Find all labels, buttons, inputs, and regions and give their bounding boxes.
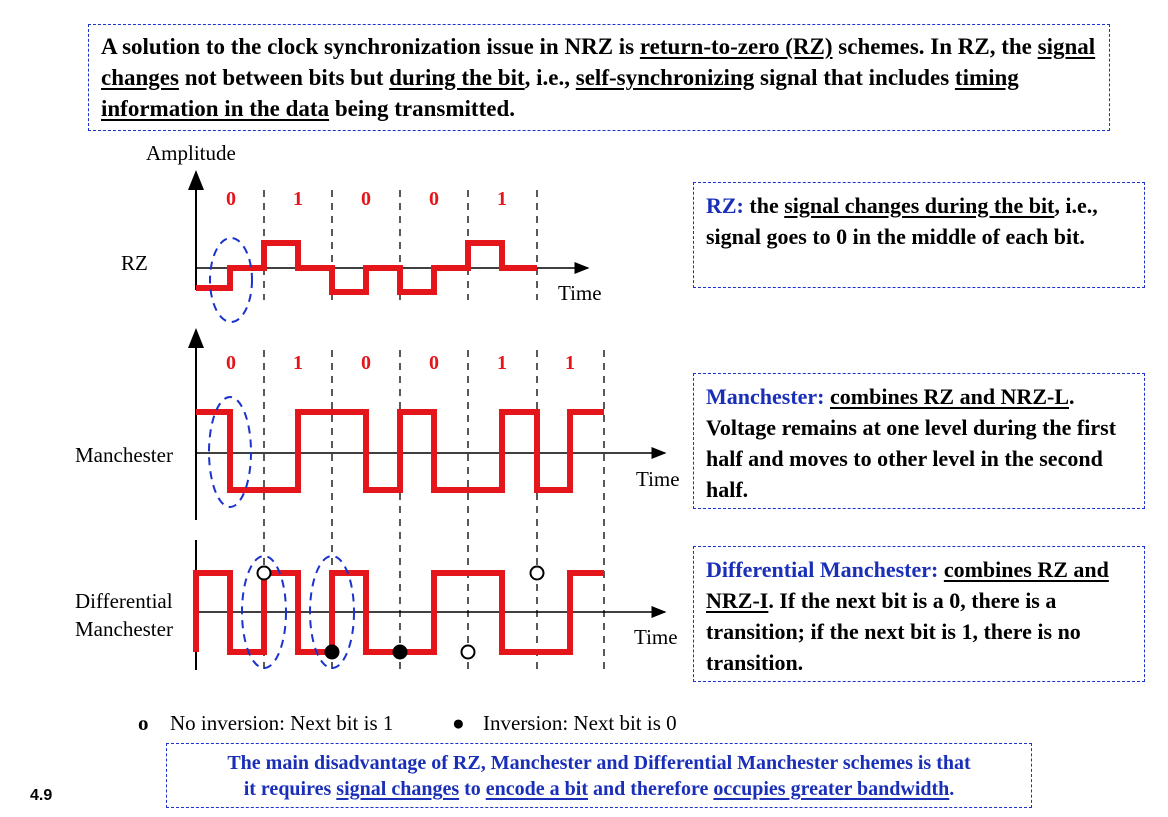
manchester-desc-2: . Voltage remains at one level during th…	[706, 384, 1117, 502]
intro-definition-box: A solution to the clock synchronization …	[88, 24, 1110, 131]
intro-term-self-sync: self-synchronizing	[575, 65, 755, 90]
intro-text-2: schemes. In RZ, the	[832, 34, 1038, 59]
diff-manchester-term: Differential Manchester:	[706, 557, 939, 582]
rz-desc-underlined: signal changes during the bit	[784, 193, 1055, 218]
diff-row-label-line2: Manchester	[75, 617, 173, 641]
manchester-desc-underlined: combines RZ and NRZ-L	[830, 384, 1069, 409]
slide-number: 4.9	[30, 787, 53, 804]
rz-bit-label: 0	[361, 188, 371, 210]
legend-inversion-text: Inversion: Next bit is 0	[483, 711, 677, 735]
rz-description-box: RZ: the signal changes during the bit, i…	[693, 182, 1145, 288]
inversion-marker	[324, 644, 340, 660]
intro-term-signal-changes: signal changes	[101, 34, 1096, 90]
manchester-description-box: Manchester: combines RZ and NRZ-L. Volta…	[693, 373, 1145, 509]
diff-time-label: Time	[634, 625, 678, 649]
rz-term: RZ:	[706, 193, 744, 218]
manchester-time-label: Time	[636, 467, 680, 491]
rz-time-label: Time	[558, 281, 602, 305]
disadvantage-line-2: it requires signal changes to encode a b…	[175, 776, 1023, 802]
diff-highlight-ellipse-2	[309, 555, 355, 669]
disadvantage-line-1: The main disadvantage of RZ, Manchester …	[227, 752, 971, 774]
intro-text-6: being transmitted.	[329, 96, 516, 121]
intro-term-timing: timing information in the data	[101, 65, 1019, 121]
intro-text-1: A solution to the clock synchronization …	[101, 34, 640, 59]
no-inversion-marker	[256, 565, 272, 581]
rz-bit-label: 1	[293, 188, 303, 210]
disadvantage-text-3: and therefore	[588, 778, 714, 800]
intro-term-rz: return-to-zero (RZ)	[639, 34, 833, 59]
manchester-row-label: Manchester	[75, 443, 173, 467]
legend-no-inversion-text: No inversion: Next bit is 1	[170, 711, 393, 735]
inversion-marker	[392, 644, 408, 660]
manchester-highlight-ellipse	[208, 396, 252, 508]
diff-desc-2: . If the next bit is a 0, there is a tra…	[706, 588, 1081, 675]
rz-signal	[196, 240, 537, 295]
no-inversion-marker	[460, 644, 476, 660]
disadvantage-text-2: to	[459, 778, 486, 800]
amplitude-label: Amplitude	[146, 141, 236, 165]
rz-desc-2: , i.e., signal goes to 0 in the middle o…	[706, 193, 1098, 249]
manchester-signal	[196, 409, 604, 493]
intro-text-3: not between bits but	[178, 65, 390, 90]
rz-highlight-ellipse	[209, 237, 253, 323]
disadvantage-text-1: it requires	[243, 778, 337, 800]
legend-filled-circle-icon: ●	[452, 711, 465, 735]
disadvantage-term-encode-bit: encode a bit	[485, 778, 588, 800]
manchester-bit-label: 1	[293, 352, 303, 374]
diff-manchester-description-box: Differential Manchester: combines RZ and…	[693, 546, 1145, 682]
diff-manchester-signal	[193, 570, 604, 655]
rz-bit-label: 1	[497, 188, 507, 210]
disadvantage-box: The main disadvantage of RZ, Manchester …	[166, 743, 1032, 808]
diff-desc-underlined: combines RZ and NRZ-I	[706, 557, 1109, 613]
manchester-term: Manchester:	[706, 384, 825, 409]
manchester-bit-label: 0	[429, 352, 439, 374]
disadvantage-term-signal-changes: signal changes	[336, 778, 460, 800]
diff-row-label-line1: Differential	[75, 589, 173, 613]
intro-text-4: , i.e.,	[524, 65, 576, 90]
no-inversion-marker	[529, 565, 545, 581]
disadvantage-text-4: .	[949, 778, 955, 800]
rz-bit-label: 0	[226, 188, 236, 210]
legend-open-circle-icon: o	[138, 711, 149, 735]
manchester-bit-label: 0	[226, 352, 236, 374]
disadvantage-term-bandwidth: occupies greater bandwidth	[713, 778, 950, 800]
manchester-bit-label: 0	[361, 352, 371, 374]
rz-bit-label: 0	[429, 188, 439, 210]
intro-term-during-bit: during the bit	[389, 65, 525, 90]
rz-row-label: RZ	[121, 251, 148, 275]
intro-text-5: signal that includes	[754, 65, 955, 90]
manchester-bit-label: 1	[497, 352, 507, 374]
manchester-bit-label: 1	[565, 352, 575, 374]
diff-highlight-ellipse-1	[241, 555, 287, 669]
rz-desc-1: the	[743, 193, 785, 218]
